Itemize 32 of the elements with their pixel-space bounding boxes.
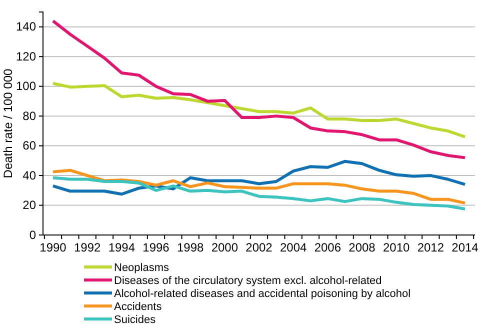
y-tick-label: 60 [22,138,36,153]
y-tick-label: 80 [22,108,36,123]
line-series [52,160,466,196]
x-tick-label: 2000 [211,240,238,255]
y-tick-label: 0 [29,228,36,242]
line-series [52,168,466,205]
x-tick-label: 2014 [452,240,479,255]
legend-label: Diseases of the circulatory system excl. alcohol-related [114,275,382,287]
x-tick-label: 2004 [280,240,308,255]
y-tick-label: 40 [22,168,36,182]
x-tick-label: 2008 [348,240,376,255]
x-tick-label: 1990 [40,240,67,255]
legend-label: Alcohol-related diseases and accidental poisoning by alcohol [114,288,411,300]
x-tick-label: 1992 [74,240,102,255]
x-tick-label: 2002 [246,240,273,255]
x-tick-label: 1996 [142,240,170,255]
y-tick-label: 100 [16,79,36,94]
y-tick-label: 120 [16,49,36,64]
x-tick-label: 1994 [108,240,136,255]
x-tick-label: 2010 [382,240,410,255]
x-tick-label: 2012 [417,240,444,255]
y-tick-label: 140 [16,20,36,34]
line-series [52,82,466,138]
legend-label: Accidents [114,301,162,313]
x-tick-label: 1998 [176,240,204,255]
legend-label: Suicides [114,314,156,326]
line-series [52,19,466,160]
line-series [52,176,466,210]
y-axis-title: Death rate / 100 000 [1,68,15,178]
legend-label: Neoplasms [114,262,170,274]
x-tick-label: 2006 [314,240,342,255]
y-tick-label: 20 [22,198,36,212]
